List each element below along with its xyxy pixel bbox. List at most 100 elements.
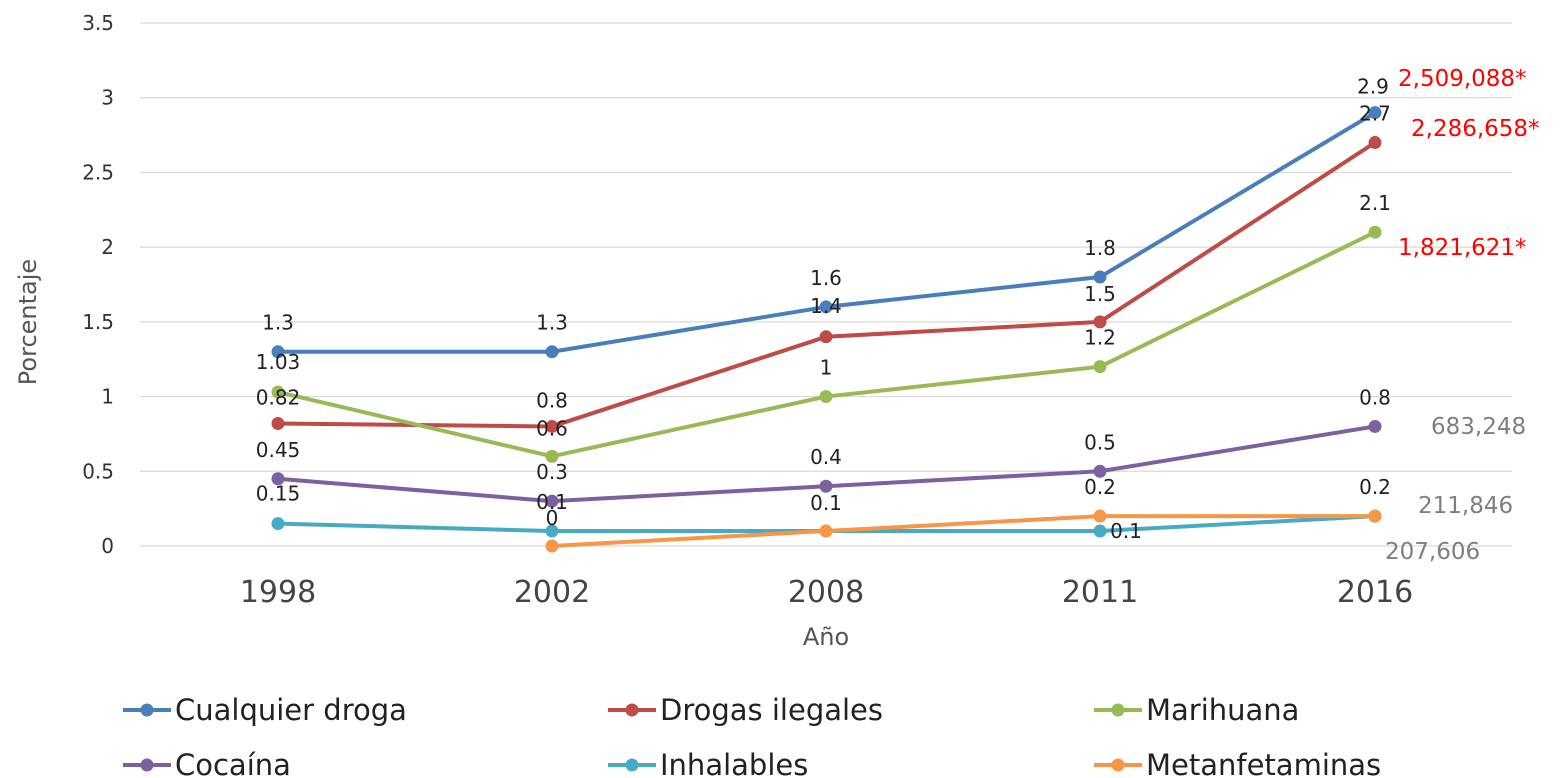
legend-item: Marihuana: [1094, 693, 1299, 727]
legend-swatch-marker: [625, 703, 639, 717]
data-point: [271, 416, 285, 430]
data-point: [819, 330, 833, 344]
data-labels: 1.3 1.3 1.6 1.8 2.9 0.82 0.8 1.4 1.5 2.7 1.03 0.6 1 1…: [256, 75, 1391, 543]
y-tick-label: 3.5: [82, 11, 114, 35]
data-label: 0.15: [256, 482, 301, 506]
x-tick-label: 2011: [1062, 575, 1138, 610]
data-label: 1.03: [256, 350, 301, 374]
data-label: 0.4: [810, 445, 842, 469]
data-point: [1368, 136, 1382, 150]
legend-label: Metanfetaminas: [1146, 748, 1381, 778]
data-label: 1.5: [1084, 282, 1116, 306]
annotations: 2,509,088* 2,286,658* 1,821,621* 683,248 211…: [1385, 66, 1540, 565]
data-point: [1093, 315, 1107, 329]
data-label: 0.8: [1359, 385, 1391, 409]
data-label: 0: [546, 506, 559, 530]
data-point: [1093, 464, 1107, 478]
legend-swatch-marker: [1111, 703, 1125, 717]
legend-label: Marihuana: [1146, 693, 1299, 727]
data-label: 1: [820, 356, 833, 380]
data-point: [1093, 360, 1107, 374]
legend-item: Cualquier droga: [123, 693, 407, 727]
series-line-metanfetaminas: [551, 514, 1375, 548]
data-point: [271, 517, 285, 531]
data-label: 2.1: [1359, 191, 1391, 215]
data-label: 2.7: [1359, 102, 1391, 126]
data-label: 1.6: [810, 266, 842, 290]
data-point: [1093, 270, 1107, 284]
x-axis-ticks: 1998 2002 2008 2011 2016: [240, 575, 1413, 610]
y-tick-label: 0.5: [82, 459, 114, 483]
y-tick-label: 3: [101, 86, 114, 110]
annotation-label: 683,248: [1431, 414, 1526, 440]
series-points: [271, 106, 1382, 553]
data-point: [819, 390, 833, 404]
data-point: [1093, 524, 1107, 538]
data-point: [1368, 509, 1382, 523]
legend-swatch-marker: [1111, 758, 1125, 772]
data-label: 1.3: [536, 311, 568, 335]
data-point: [1093, 509, 1107, 523]
data-point: [1368, 106, 1382, 120]
y-tick-label: 2.5: [82, 160, 114, 184]
data-point: [545, 494, 559, 508]
annotation-label: 207,606: [1385, 539, 1480, 565]
data-point: [545, 419, 559, 433]
annotation-label: 2,286,658*: [1411, 116, 1540, 142]
legend-item: Metanfetaminas: [1094, 748, 1381, 778]
y-tick-label: 1.5: [82, 310, 114, 334]
data-point: [819, 300, 833, 314]
data-point: [545, 524, 559, 538]
legend-swatch-marker: [140, 703, 154, 717]
data-label: 0.3: [536, 460, 568, 484]
data-label: 1.3: [262, 311, 294, 335]
data-label: 0.82: [256, 385, 301, 409]
data-label: 0.6: [536, 416, 568, 440]
y-tick-label: 0: [101, 534, 114, 558]
y-axis-ticks: 0 0.5 1 1.5 2 2.5 3 3.5: [82, 11, 114, 558]
legend-label: Cocaína: [175, 748, 291, 778]
legend: Cualquier droga Drogas ilegales Marihuana C…: [123, 693, 1381, 778]
legend-swatch-marker: [625, 758, 639, 772]
data-label: 2.9: [1357, 75, 1389, 99]
data-label: 1.4: [810, 294, 842, 318]
y-tick-label: 2: [101, 235, 114, 259]
data-point: [271, 345, 285, 359]
data-point: [545, 539, 559, 553]
legend-label: Cualquier droga: [175, 693, 407, 727]
annotation-label: 2,509,088*: [1398, 66, 1527, 92]
data-point: [1368, 225, 1382, 239]
data-label: 0.8: [536, 388, 568, 412]
data-label: 0.1: [536, 490, 568, 514]
data-label: 0.45: [256, 438, 301, 462]
y-axis-title: Porcentaje: [14, 259, 42, 385]
data-point: [819, 479, 833, 493]
legend-label: Drogas ilegales: [660, 693, 883, 727]
x-tick-label: 2008: [788, 575, 864, 610]
legend-item: Drogas ilegales: [608, 693, 883, 727]
x-tick-label: 1998: [240, 575, 316, 610]
legend-item: Cocaína: [123, 748, 291, 778]
data-label: 0.2: [1359, 475, 1391, 499]
x-axis-title: Año: [803, 623, 849, 651]
legend-swatch-marker: [140, 758, 154, 772]
legend-item: Inhalables: [608, 748, 808, 778]
annotation-label: 1,821,621*: [1398, 235, 1527, 261]
data-point: [545, 449, 559, 463]
data-label: 0.5: [1084, 430, 1116, 454]
annotation-label: 211,846: [1418, 493, 1513, 519]
data-point: [271, 472, 285, 486]
data-point: [1368, 419, 1382, 433]
data-label: 1.2: [1084, 326, 1116, 350]
data-point: [271, 385, 285, 399]
x-tick-label: 2002: [514, 575, 590, 610]
data-label: 0.2: [1084, 475, 1116, 499]
data-label: 0.1: [1110, 519, 1142, 543]
x-tick-label: 2016: [1337, 575, 1413, 610]
data-point: [819, 524, 833, 538]
y-tick-label: 1: [101, 385, 114, 409]
legend-label: Inhalables: [660, 748, 808, 778]
data-label: 0.1: [810, 491, 842, 515]
data-point: [545, 345, 559, 359]
